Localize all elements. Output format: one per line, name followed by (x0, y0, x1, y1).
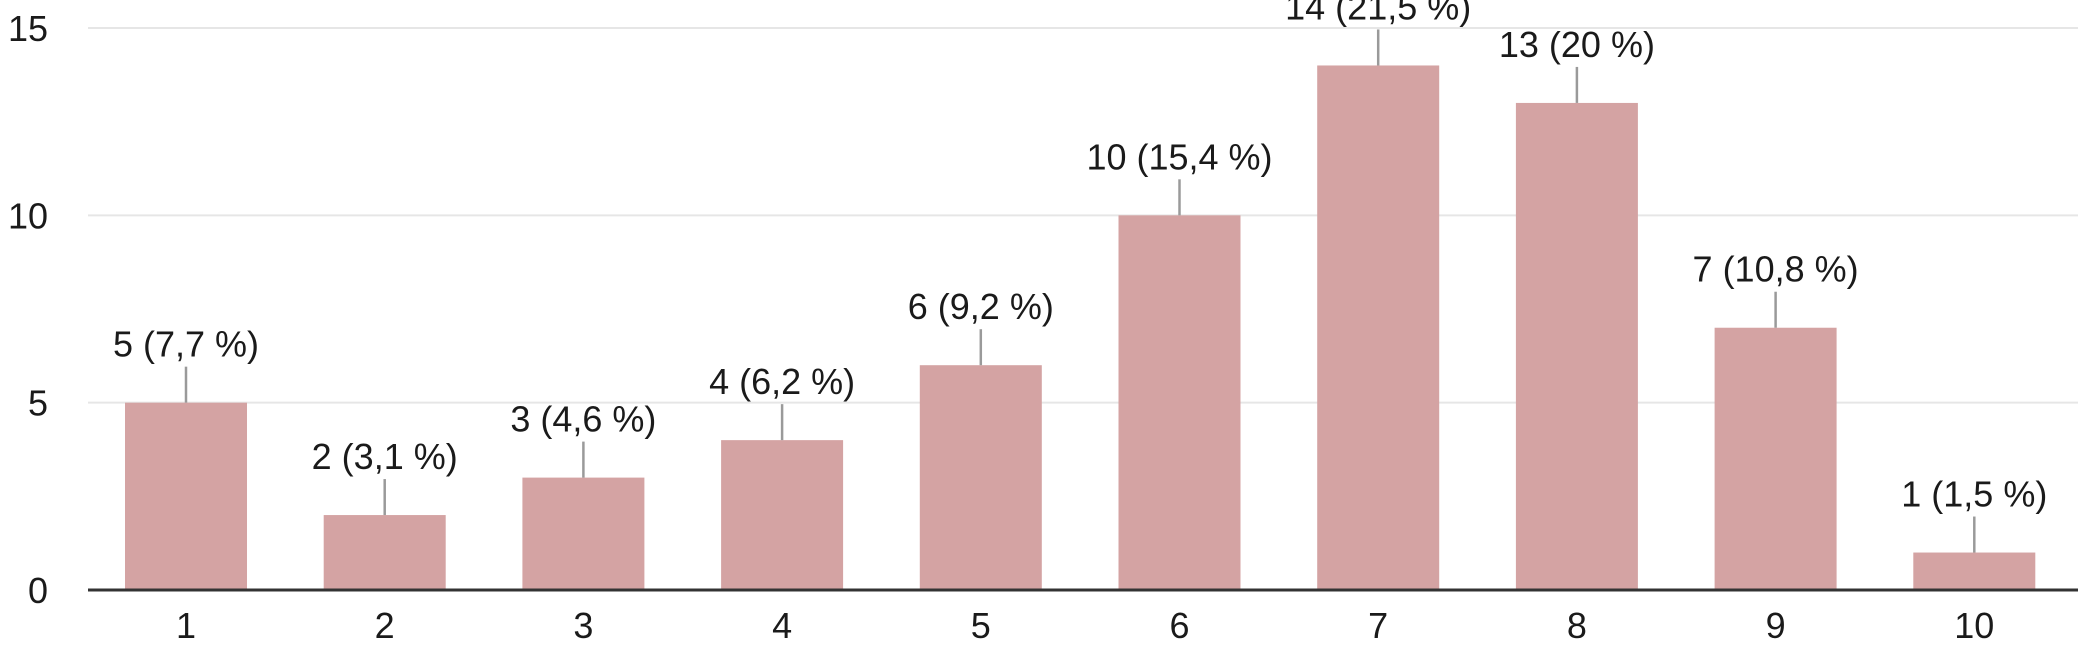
bar-4 (721, 440, 844, 590)
y-axis-ticks: 0 5 10 15 (8, 8, 48, 611)
y-tick-label: 15 (8, 8, 48, 49)
data-label-4: 4 (6,2 %) (709, 361, 855, 402)
x-tick-label-9: 9 (1766, 605, 1786, 646)
bar-2 (323, 515, 446, 590)
bar-5 (919, 365, 1042, 590)
data-label-7: 14 (21,5 %) (1285, 0, 1471, 27)
x-tick-label-1: 1 (176, 605, 196, 646)
bar-7 (1317, 65, 1440, 590)
x-axis-ticks: 1 2 3 4 5 6 7 8 9 10 (176, 605, 1994, 646)
bar-8 (1515, 102, 1638, 590)
x-tick-label-5: 5 (971, 605, 991, 646)
bar-6 (1118, 215, 1241, 591)
data-label-9: 7 (10,8 %) (1693, 249, 1859, 290)
data-label-5: 6 (9,2 %) (908, 286, 1054, 327)
x-tick-label-4: 4 (772, 605, 792, 646)
bar-9 (1714, 327, 1837, 590)
y-tick-label: 0 (28, 570, 48, 611)
x-tick-label-2: 2 (375, 605, 395, 646)
x-tick-label-10: 10 (1954, 605, 1994, 646)
y-tick-label: 10 (8, 195, 48, 236)
bar-10 (1913, 552, 2036, 590)
bar-3 (522, 477, 645, 590)
data-label-8: 13 (20 %) (1499, 24, 1655, 65)
data-labels: 5 (7,7 %) 2 (3,1 %) 3 (4,6 %) 4 (6,2 %) 6 (9… (113, 0, 2047, 553)
bar-1 (125, 402, 247, 590)
x-tick-label-8: 8 (1567, 605, 1587, 646)
x-tick-label-6: 6 (1169, 605, 1189, 646)
data-label-10: 1 (1,5 %) (1901, 474, 2047, 515)
data-label-2: 2 (3,1 %) (312, 436, 458, 477)
x-tick-label-3: 3 (573, 605, 593, 646)
data-label-1: 5 (7,7 %) (113, 324, 259, 365)
bars (125, 65, 2036, 591)
x-tick-label-7: 7 (1368, 605, 1388, 646)
data-label-6: 10 (15,4 %) (1086, 136, 1272, 177)
y-tick-label: 5 (28, 383, 48, 424)
data-label-3: 3 (4,6 %) (510, 399, 656, 440)
